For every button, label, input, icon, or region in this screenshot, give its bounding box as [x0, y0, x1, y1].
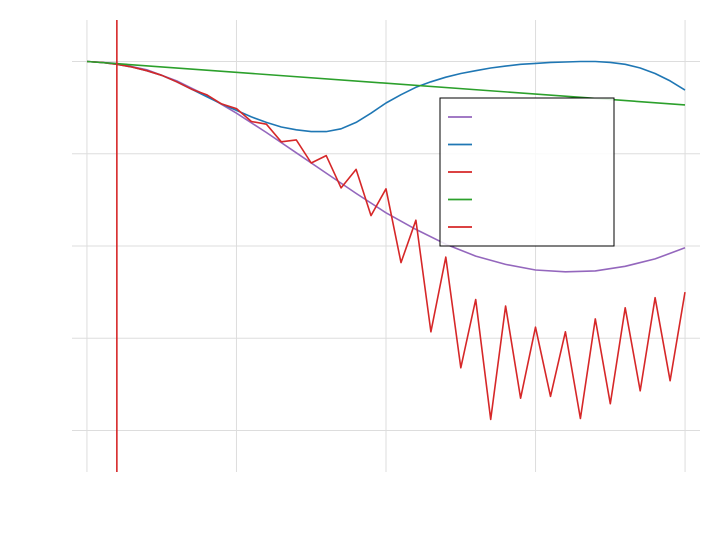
series-line-1: [86, 60, 686, 273]
series-line-3: [86, 60, 686, 421]
grid: [72, 20, 700, 472]
legend: [439, 97, 615, 247]
